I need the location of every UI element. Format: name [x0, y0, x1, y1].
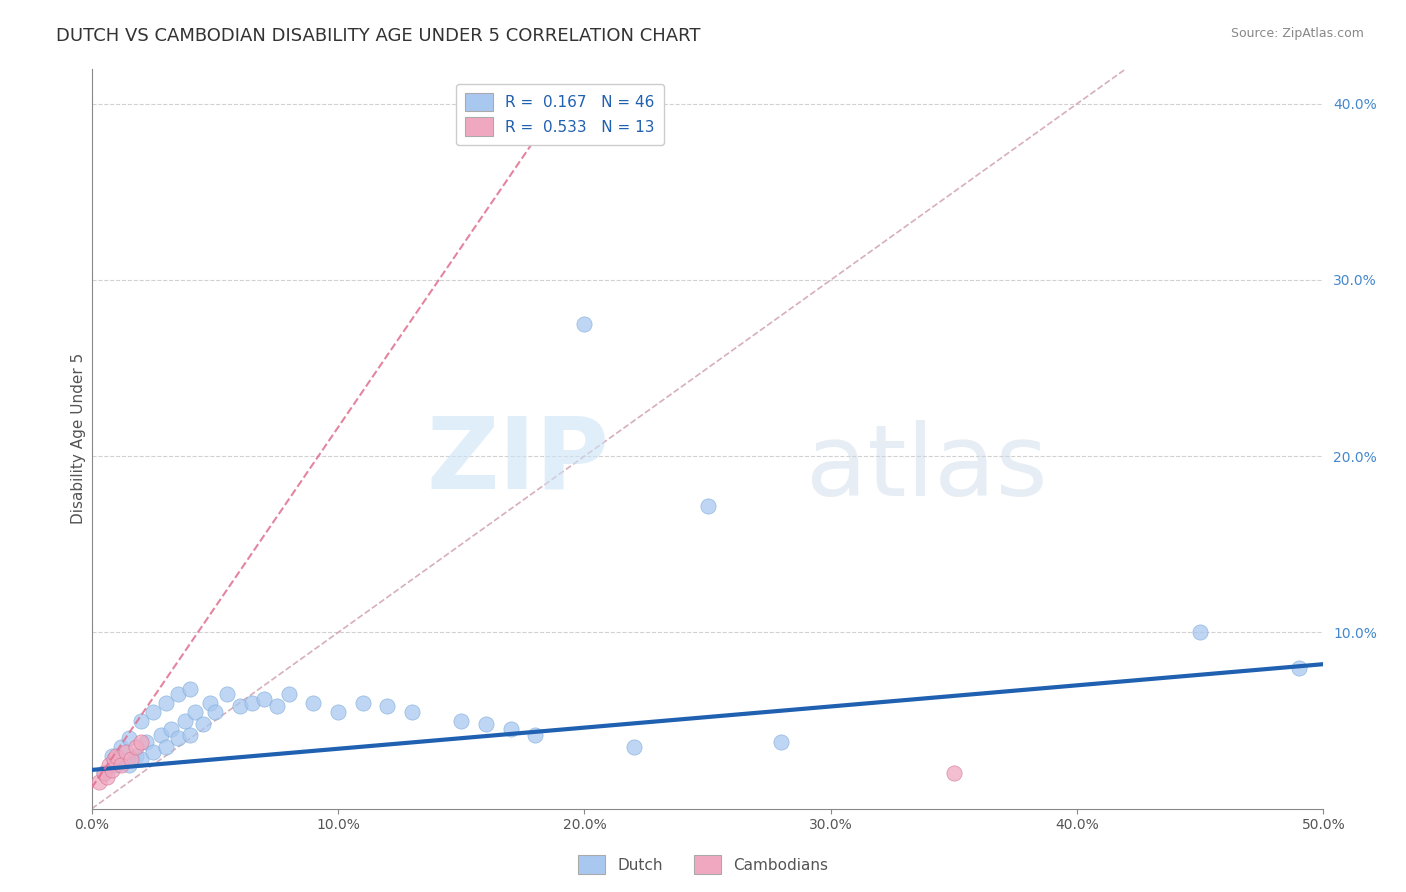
Point	[1189, 625, 1212, 640]
Point	[302, 696, 325, 710]
Point	[115, 745, 138, 759]
Point	[179, 728, 201, 742]
Point	[167, 731, 190, 746]
Point	[174, 714, 197, 728]
Point	[475, 717, 498, 731]
Point	[120, 752, 142, 766]
Point	[149, 728, 172, 742]
Point	[266, 699, 288, 714]
Point	[118, 731, 141, 746]
Point	[524, 728, 547, 742]
Text: atlas: atlas	[806, 420, 1047, 516]
Point	[179, 681, 201, 696]
Point	[135, 735, 157, 749]
Point	[240, 696, 263, 710]
Point	[93, 766, 115, 780]
Text: ZIP: ZIP	[426, 412, 609, 509]
Point	[159, 723, 181, 737]
Point	[110, 739, 132, 754]
Point	[167, 687, 190, 701]
Legend: Dutch, Cambodians: Dutch, Cambodians	[572, 849, 834, 880]
Point	[377, 699, 399, 714]
Point	[89, 775, 111, 789]
Point	[499, 723, 522, 737]
Point	[228, 699, 250, 714]
Point	[103, 752, 125, 766]
Point	[401, 705, 423, 719]
Point	[96, 770, 118, 784]
Point	[105, 748, 128, 763]
Point	[118, 757, 141, 772]
Point	[352, 696, 374, 710]
Text: DUTCH VS CAMBODIAN DISABILITY AGE UNDER 5 CORRELATION CHART: DUTCH VS CAMBODIAN DISABILITY AGE UNDER …	[56, 27, 700, 45]
Point	[105, 757, 128, 772]
Point	[770, 735, 793, 749]
Point	[942, 766, 965, 780]
Point	[155, 739, 177, 754]
Point	[1288, 661, 1310, 675]
Point	[277, 687, 299, 701]
Point	[100, 763, 122, 777]
Point	[125, 739, 148, 754]
Point	[696, 499, 718, 513]
Point	[184, 705, 207, 719]
Point	[574, 317, 596, 331]
Point	[198, 696, 221, 710]
Point	[326, 705, 349, 719]
Point	[129, 735, 152, 749]
Legend: R =  0.167   N = 46, R =  0.533   N = 13: R = 0.167 N = 46, R = 0.533 N = 13	[456, 84, 664, 145]
Point	[253, 692, 276, 706]
Point	[142, 705, 165, 719]
Point	[204, 705, 226, 719]
Point	[100, 748, 122, 763]
Point	[93, 766, 115, 780]
Point	[142, 745, 165, 759]
Point	[129, 714, 152, 728]
Point	[623, 739, 645, 754]
Point	[110, 757, 132, 772]
Text: Source: ZipAtlas.com: Source: ZipAtlas.com	[1230, 27, 1364, 40]
Point	[129, 752, 152, 766]
Point	[125, 748, 148, 763]
Point	[217, 687, 239, 701]
Point	[98, 757, 121, 772]
Point	[191, 717, 214, 731]
Point	[450, 714, 472, 728]
Point	[155, 696, 177, 710]
Y-axis label: Disability Age Under 5: Disability Age Under 5	[72, 353, 86, 524]
